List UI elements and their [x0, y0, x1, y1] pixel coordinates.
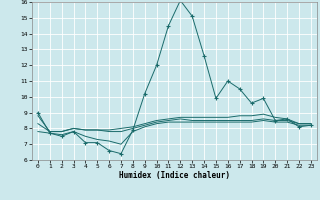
X-axis label: Humidex (Indice chaleur): Humidex (Indice chaleur)	[119, 171, 230, 180]
